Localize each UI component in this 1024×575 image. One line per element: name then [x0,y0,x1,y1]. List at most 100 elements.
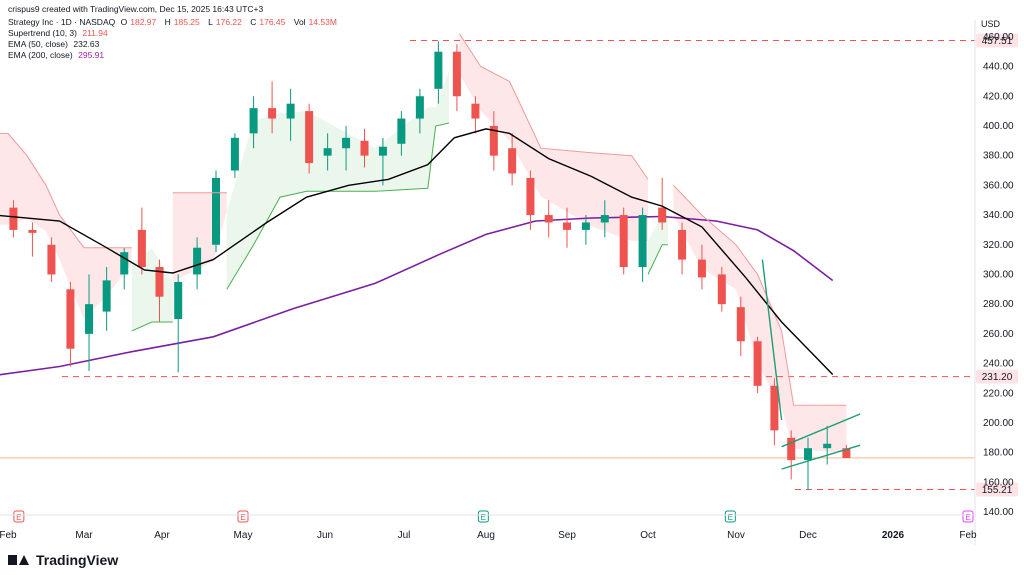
candle-body [415,96,424,119]
candle-body [397,118,406,144]
y-tick-label: 440.00 [983,62,1014,73]
candle-body [787,437,796,461]
candle-body [323,148,332,156]
candle-body [823,443,832,449]
earnings-marker-icon [724,510,736,523]
earnings-marker-label: E [481,513,486,522]
candle-body [544,215,553,223]
x-tick-label: Jul [398,530,411,541]
supertrend-line [0,132,132,249]
brand-name: TradingView [36,552,119,568]
price-level-tag [976,482,1018,497]
currency-label: USD [981,19,1001,29]
y-tick-label: 340.00 [983,210,1014,221]
candle-body [471,103,480,119]
x-tick-label: Jun [317,530,333,541]
candle-body [770,385,779,431]
candle-body [155,267,164,297]
candle-body [638,215,647,268]
x-tick-label: 2026 [882,530,905,541]
supertrend-line [459,33,649,180]
low-label: L [208,17,213,27]
y-tick-label: 240.00 [983,359,1014,370]
supertrend-line [131,321,173,332]
x-tick-label: May [234,530,253,541]
x-tick-label: Sep [558,530,576,541]
candle-body [342,137,351,149]
ema200-label: EMA (200, close) [8,50,73,60]
earnings-marker-label: E [240,513,245,522]
candle-body [717,274,726,305]
candle-body [753,341,762,386]
candle-body [452,51,461,97]
supertrend-value: 211.94 [82,28,108,38]
ema50-legend[interactable]: EMA (50, close) 232.63 [8,39,102,49]
candle-body [286,103,295,119]
candle-body [378,146,387,156]
candle-body [268,108,277,119]
candle-body [360,140,369,156]
candle-body [804,448,812,461]
y-tick-label: 300.00 [983,269,1014,280]
candle-body [9,207,18,230]
x-tick-label: Feb [959,530,977,541]
y-tick-label: 200.00 [983,418,1014,429]
supertrend-fill [226,70,449,290]
candle-body [66,289,75,349]
ema200-legend[interactable]: EMA (200, close) 295.91 [8,50,107,60]
tradingview-brand[interactable]: TradingView [8,552,118,568]
supertrend-line [647,244,668,275]
trend-line [781,444,861,470]
x-tick-label: Feb [0,530,17,541]
earnings-marker-icon [477,510,489,523]
candle-body [102,280,111,312]
x-tick-label: Nov [727,530,745,541]
candle-body [249,108,258,134]
trend-line [781,413,861,448]
supertrend-label: Supertrend (10, 3) [8,28,77,38]
y-tick-label: 160.00 [983,477,1014,488]
earnings-marker-icon [13,510,25,523]
candlesticks [9,41,851,490]
y-tick-label: 260.00 [983,329,1014,340]
earnings-marker-icon [962,510,974,523]
y-tick-label: 180.00 [983,448,1014,459]
ema50-value: 232.63 [73,39,100,49]
supertrend-line [673,184,847,406]
high-value: 185.25 [173,17,200,27]
chart-caption: crispus9 created with TradingView.com, D… [8,4,264,14]
candle-body [174,281,183,319]
axes: 140.00 160.00 180.00 200.00 220.00 240.00 260.… [0,20,1014,545]
candle-body [563,222,571,230]
candle-body [137,229,146,268]
candle-body [619,215,628,268]
y-tick-label: 420.00 [983,91,1014,102]
volume-label: Vol [293,17,306,27]
open-value: 182.97 [130,17,157,27]
supertrend-line [226,122,450,290]
price-level-label: 231.20 [982,372,1013,383]
supertrend-fills [0,33,847,454]
x-tick-label: Dec [799,530,817,541]
price-level-label: 155.21 [982,485,1013,496]
open-label: O [120,17,128,27]
symbol-name: Strategy Inc · 1D · NASDAQ [8,17,116,27]
price-level-label: 457.51 [982,36,1013,47]
candle-body [697,259,706,278]
price-level-tag [976,369,1018,384]
supertrend-legend[interactable]: Supertrend (10, 3) 211.94 [8,28,111,38]
ema50-label: EMA (50, close) [8,39,68,49]
y-tick-label: 460.00 [983,32,1014,43]
x-tick-label: Apr [154,530,170,541]
candle-body [581,222,590,230]
y-tick-label: 360.00 [983,180,1014,191]
candle-body [526,177,535,216]
earnings-marker-label: E [16,513,21,522]
candle-body [658,207,667,223]
x-tick-label: Aug [477,530,495,541]
trend-line [761,259,783,421]
candle-body [508,148,517,174]
close-label: C [250,17,257,27]
